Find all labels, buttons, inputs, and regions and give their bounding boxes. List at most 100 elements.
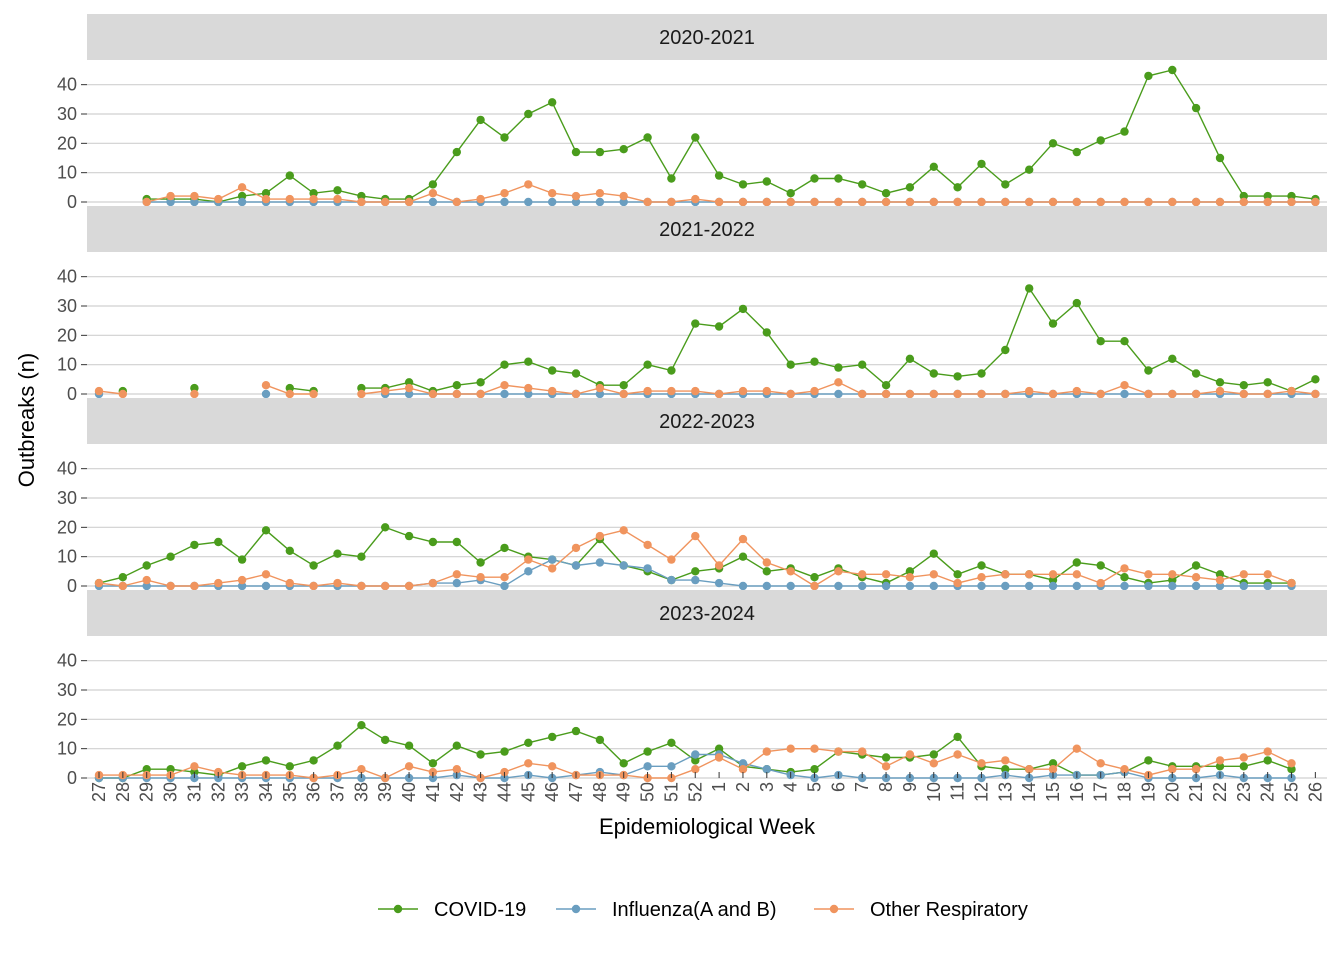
data-point [190,191,199,201]
series-line [361,286,1316,392]
y-tick-label: 10 [57,355,77,375]
data-point [810,573,819,582]
data-point [667,386,676,396]
data-point [1096,759,1105,768]
data-point [571,369,581,378]
x-tick-label: 9 [900,782,920,792]
data-point [524,759,533,768]
data-point [929,759,938,768]
data-point [190,581,199,591]
data-point [285,578,294,588]
panel-strip [87,398,1327,444]
data-point [500,360,509,369]
panel-title: 2021-2022 [659,219,755,241]
data-point [1263,389,1272,399]
data-point [452,570,461,579]
data-point [309,561,318,570]
data-point [1287,191,1296,201]
data-point [1287,765,1296,774]
data-point [1048,575,1058,585]
series-Other Respiratory [94,526,1296,591]
data-point [333,194,342,204]
series-COVID-19 [118,284,1320,396]
data-point [571,543,581,553]
data-point [524,197,533,207]
data-point [643,197,652,207]
data-point [1191,197,1201,207]
data-point [667,366,676,375]
data-point [953,197,962,207]
data-point [691,575,700,585]
legend-label: Other Respiratory [870,899,1028,921]
data-point [1287,386,1296,396]
series-COVID-19 [142,65,1320,207]
data-point [404,378,414,387]
data-point [381,581,390,591]
data-point [1168,570,1177,579]
data-point [94,386,104,396]
panel-strip [87,14,1327,60]
data-point [1263,378,1272,387]
data-point [381,197,390,207]
data-point [643,386,652,396]
data-point [1215,197,1225,207]
data-point [1120,381,1129,390]
data-point [1001,197,1010,207]
x-tick-label: 23 [1234,782,1254,802]
data-point [1215,378,1225,387]
panel-strip [87,206,1327,252]
data-point [1239,191,1249,201]
data-point [643,762,652,771]
data-point [667,575,676,585]
data-point [810,174,819,183]
data-point [619,197,628,207]
data-point [881,389,891,399]
y-tick-label: 40 [57,75,77,95]
data-point [94,578,104,588]
data-point [1311,389,1320,399]
data-point [905,567,915,576]
y-tick-label: 0 [67,576,77,596]
data-point [619,145,628,154]
data-point [762,765,771,774]
data-point [237,555,247,564]
data-point [261,381,271,390]
data-point [977,197,986,207]
data-point [190,540,199,550]
data-point [1096,197,1105,207]
x-tick-label: 34 [256,782,276,802]
x-tick-label: 31 [184,782,204,802]
data-point [500,133,509,142]
data-point [881,189,891,198]
series-Other Respiratory [94,744,1296,783]
data-point [404,531,414,541]
data-point [404,762,414,771]
x-tick-label: 38 [351,782,371,802]
data-point [1025,765,1034,774]
data-point [571,197,581,207]
data-point [237,191,247,201]
data-point [667,197,676,207]
data-point [881,581,891,591]
x-tick-label: 37 [328,782,348,802]
data-point [571,561,581,570]
data-point [1191,561,1201,570]
data-point [905,389,915,399]
panel-2023-2024: 2023-2024 0 10 20 30 40 [57,590,1327,788]
data-point [1025,581,1034,591]
data-point [929,389,938,399]
data-point [810,744,819,753]
data-point [738,197,748,207]
data-point [858,197,867,207]
data-point [357,389,366,399]
data-point [738,386,748,396]
data-point [881,570,891,579]
data-point [1168,581,1177,591]
data-point [619,191,628,201]
data-point [1001,570,1010,579]
data-point [977,369,986,378]
data-point [428,537,438,547]
data-point [1215,570,1225,579]
x-tick-label: 29 [137,782,157,802]
legend-marker [571,904,581,914]
